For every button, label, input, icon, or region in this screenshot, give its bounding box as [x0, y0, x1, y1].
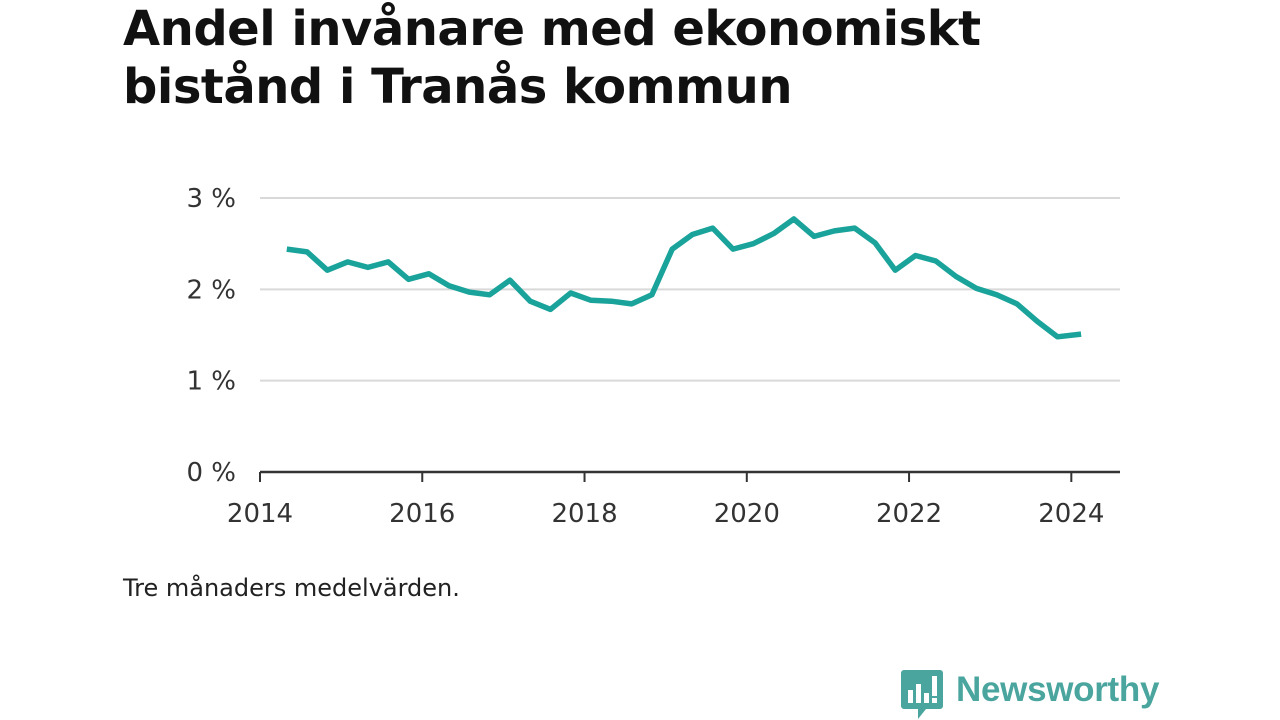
- y-tick-label: 1 %: [186, 367, 236, 397]
- series-line: [286, 216, 1082, 340]
- newsworthy-logo: Newsworthy: [900, 668, 1159, 720]
- x-tick-label: 2022: [876, 499, 942, 529]
- x-tick-label: 2024: [1038, 499, 1104, 529]
- x-tick-label: 2016: [389, 499, 455, 529]
- y-tick-label: 2 %: [186, 275, 236, 305]
- chart-title-line-1: Andel invånare med ekonomiskt: [123, 1, 981, 57]
- y-tick-label: 0 %: [186, 458, 236, 488]
- y-tick-label: 3 %: [186, 184, 236, 214]
- chart-caption: Tre månaders medelvärden.: [123, 574, 460, 602]
- x-tick-label: 2020: [714, 499, 780, 529]
- x-tick-label: 2014: [227, 499, 293, 529]
- bar-chart-speech-bubble-icon: [901, 670, 943, 719]
- brand-name: Newsworthy: [956, 670, 1160, 709]
- x-tick-label: 2018: [551, 499, 617, 529]
- chart-title: Andel invånare med ekonomiskt bistånd i …: [123, 0, 1123, 116]
- chart-title-line-2: bistånd i Tranås kommun: [123, 59, 792, 115]
